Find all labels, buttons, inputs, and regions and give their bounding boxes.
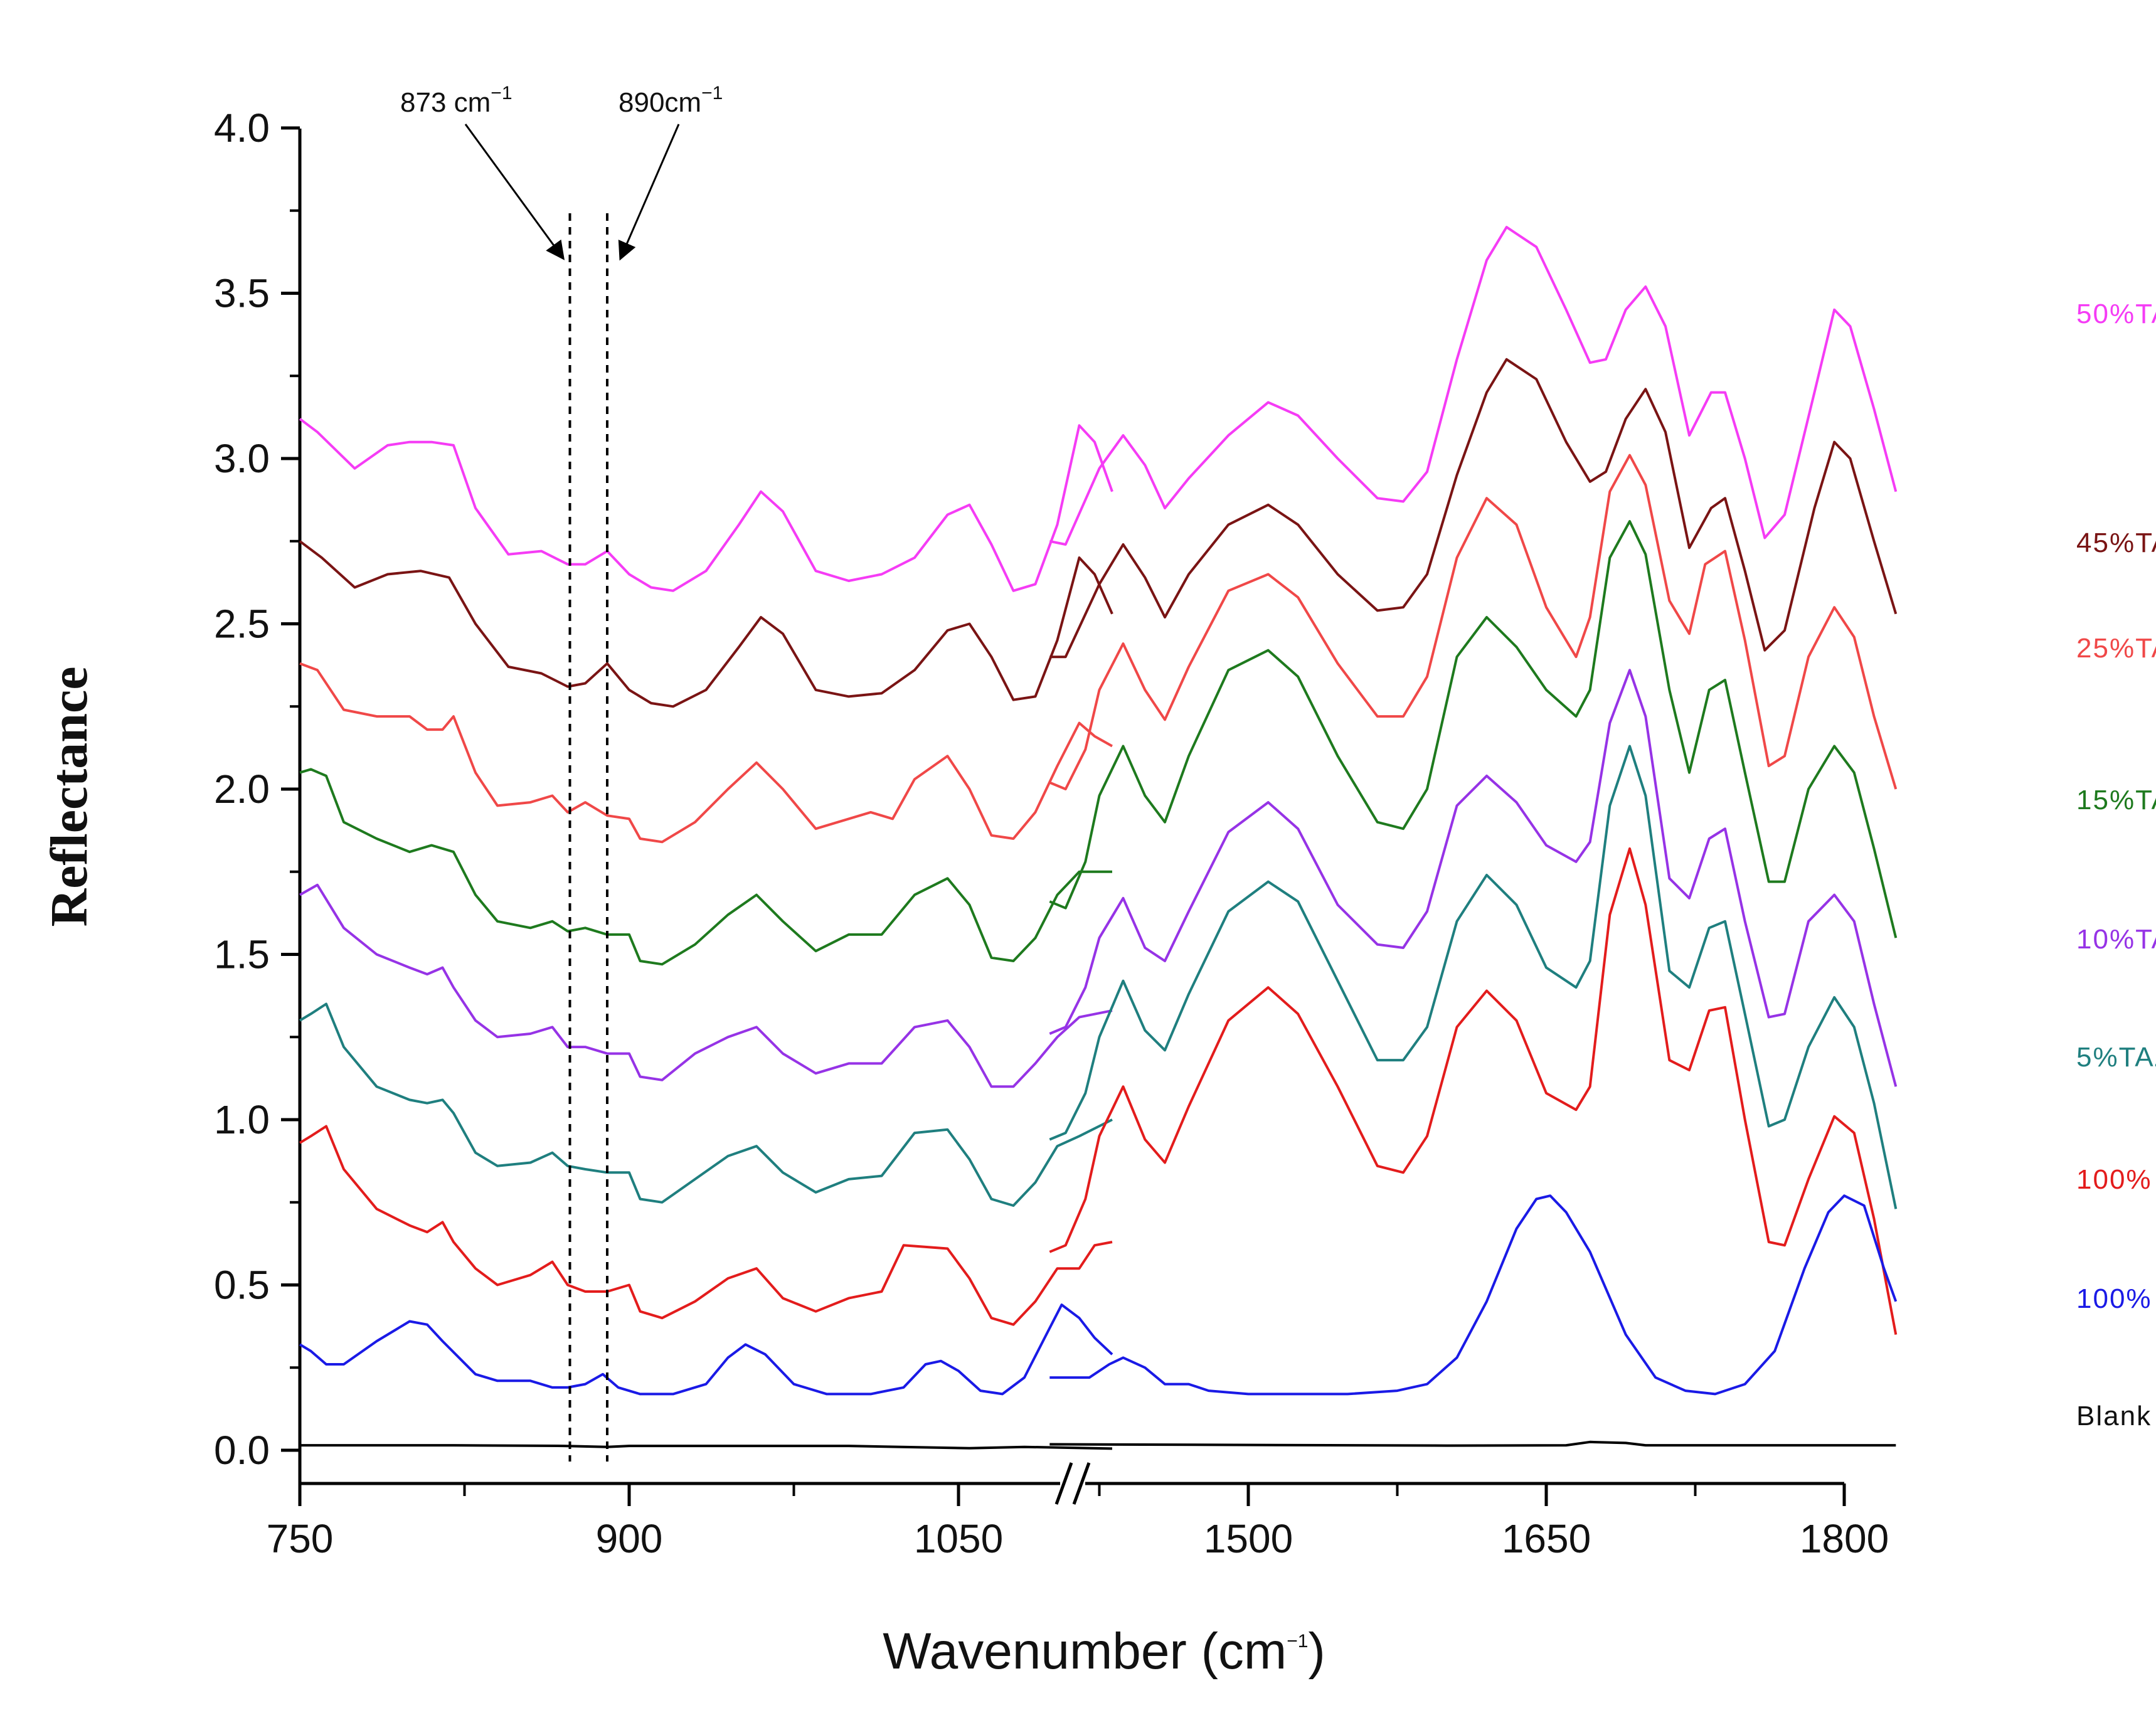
annotation-890-sup: −1 bbox=[701, 83, 723, 103]
series-line-10-taz-90-pip-right bbox=[1049, 669, 1898, 1087]
series-line-50-taz-50-pip-left bbox=[299, 418, 1113, 592]
series-line-5-taz-95-pip-right bbox=[1049, 745, 1898, 1209]
series-label-15-taz-85-pip: 15%TAZ-85%PIP bbox=[2076, 785, 2156, 815]
arrow-890 bbox=[618, 124, 680, 261]
annotation-873-text: 873 cm bbox=[400, 87, 491, 118]
x-axis-ticks: 750 900 1050 1500 1650 1800 bbox=[267, 1483, 1889, 1561]
series-line-15-taz-85-pip-left bbox=[299, 768, 1112, 966]
series-line-15-taz-85-pip-right bbox=[1049, 520, 1898, 938]
series-line-45-taz-55-pip-left bbox=[299, 540, 1113, 708]
series-label-10-taz-90-pip: 10%TAZ-90%PIP bbox=[2076, 924, 2156, 955]
y-tick-label: 1.5 bbox=[214, 932, 270, 977]
x-tick-label: 1800 bbox=[1800, 1516, 1889, 1561]
series-label-100-taz: 100% TAZ bbox=[2076, 1283, 2156, 1314]
axes-frame bbox=[298, 129, 1844, 1505]
series-line-100-pip-left bbox=[299, 1125, 1113, 1326]
series-line-100-taz-left bbox=[299, 1303, 1113, 1396]
series-labels: 50%TAZ-50%PIP 45%TAZ-55%PIP 25%TAZ-75%PIP 1… bbox=[2076, 299, 2156, 1431]
x-axis-title-close: ) bbox=[1308, 1623, 1325, 1680]
series-line-25-taz-75-pip-right bbox=[1049, 454, 1898, 790]
series-label-blank: Blank bbox=[2076, 1401, 2152, 1431]
y-axis-ticks: 0.0 0.5 1.0 1.5 2.0 2.5 3.0 3.5 4.0 bbox=[214, 105, 300, 1473]
annotation-873-sup: −1 bbox=[491, 83, 512, 103]
x-tick-label: 750 bbox=[267, 1516, 334, 1561]
series-line-100-pip-right bbox=[1049, 847, 1898, 1335]
x-axis-title-sup: −1 bbox=[1287, 1631, 1308, 1652]
x-tick-label: 900 bbox=[596, 1516, 663, 1561]
y-tick-label: 0.0 bbox=[214, 1428, 270, 1473]
y-tick-label: 4.0 bbox=[214, 105, 270, 151]
y-tick-label: 1.0 bbox=[214, 1097, 270, 1142]
annotation-890-text: 890cm bbox=[619, 87, 701, 118]
y-tick-label: 3.5 bbox=[214, 271, 270, 316]
x-tick-label: 1650 bbox=[1502, 1516, 1591, 1561]
series-label-50-taz-50-pip: 50%TAZ-50%PIP bbox=[2076, 299, 2156, 329]
y-axis-title: Reflectance bbox=[40, 666, 98, 926]
series-line-10-taz-90-pip-left bbox=[299, 883, 1113, 1088]
arrow-873 bbox=[464, 124, 565, 260]
annotation-890: 890cm−1 bbox=[619, 83, 723, 118]
x-axis-title: Wavenumber (cm−1) bbox=[883, 1623, 1325, 1680]
x-axis-title-main: Wavenumber (cm bbox=[883, 1623, 1287, 1680]
series-label-5-taz-95-pip: 5%TAZ-95%PIP bbox=[2076, 1042, 2156, 1073]
y-tick-label: 2.5 bbox=[214, 602, 270, 647]
y-tick-label: 2.0 bbox=[214, 767, 270, 812]
series-label-100-pip: 100% PIP bbox=[2076, 1164, 2156, 1195]
x-tick-label: 1050 bbox=[914, 1516, 1003, 1561]
series-line-blank-right bbox=[1049, 1440, 1896, 1447]
annotations: 873 cm−1 890cm−1 bbox=[400, 83, 723, 1462]
series-line-25-taz-75-pip-left bbox=[299, 662, 1113, 844]
series-label-25-taz-75-pip: 25%TAZ-75%PIP bbox=[2076, 633, 2156, 664]
series-label-45-taz-55-pip: 45%TAZ-55%PIP bbox=[2076, 528, 2156, 558]
x-tick-label: 1500 bbox=[1204, 1516, 1293, 1561]
series-line-45-taz-55-pip-right bbox=[1049, 358, 1898, 659]
series-line-5-taz-95-pip-left bbox=[299, 1002, 1113, 1207]
axis-break-mark-1 bbox=[1054, 1462, 1073, 1505]
series-group bbox=[299, 226, 1898, 1450]
axis-break-mark-2 bbox=[1072, 1462, 1091, 1505]
series-line-100-taz-right bbox=[1049, 1194, 1898, 1396]
annotation-873: 873 cm−1 bbox=[400, 83, 512, 118]
series-line-blank-left bbox=[300, 1444, 1113, 1450]
y-tick-label: 3.0 bbox=[214, 436, 270, 481]
series-line-50-taz-50-pip-right bbox=[1049, 226, 1898, 546]
y-tick-label: 0.5 bbox=[214, 1263, 270, 1308]
